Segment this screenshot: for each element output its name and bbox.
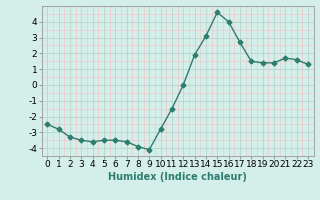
X-axis label: Humidex (Indice chaleur): Humidex (Indice chaleur) bbox=[108, 172, 247, 182]
